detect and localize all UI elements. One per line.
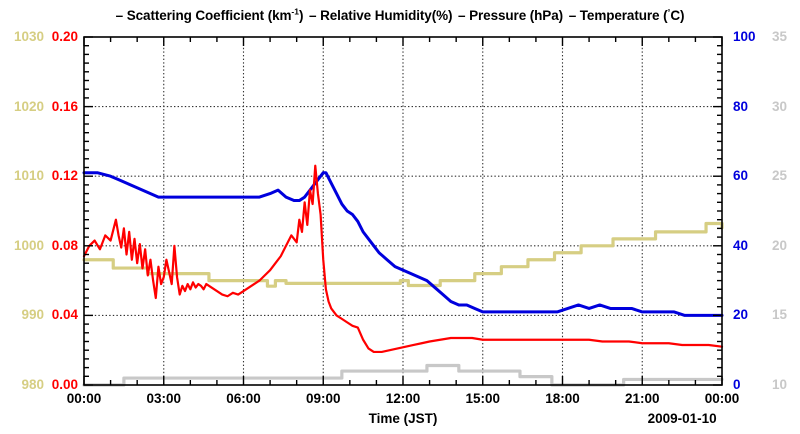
legend-label-temperature-pre: Temperature ( — [579, 7, 668, 23]
x-axis-date-label: 2009-01-10 — [647, 411, 717, 426]
legend-item-temperature: – Temperature (°C) — [569, 8, 685, 23]
chart-legend: – Scattering Coefficient (km-1) – Relati… — [0, 6, 800, 23]
x-axis-tick-0000-0: 00:00 — [66, 391, 102, 406]
axis-tick-pressure-1000: 1000 — [13, 237, 44, 253]
axis-tick-scattering-0.20: 0.20 — [51, 29, 78, 44]
legend-label-scattering-post: ) — [298, 7, 304, 23]
axis-tick-humidity-100: 100 — [733, 29, 756, 44]
legend-label-humidity: Relative Humidity(%) — [320, 7, 453, 23]
legend-item-relative-humidity: – Relative Humidity(%) — [309, 8, 452, 23]
axis-tick-scattering-0.04: 0.04 — [51, 307, 78, 323]
x-axis-tick-0000-8: 00:00 — [704, 391, 740, 406]
x-axis-tick-1500-5: 15:00 — [465, 391, 501, 406]
legend-item-scattering-coefficient: – Scattering Coefficient (km-1) — [115, 6, 304, 23]
axis-tick-scattering-0.12: 0.12 — [51, 168, 78, 184]
axis-tick-temperature-15: 15 — [772, 307, 788, 323]
legend-label-temperature-deg: ° — [667, 9, 671, 16]
axis-tick-temperature-30: 30 — [772, 98, 788, 114]
legend-label-pressure: Pressure (hPa) — [469, 7, 564, 23]
x-axis-tick-2100-7: 21:00 — [624, 391, 660, 406]
axis-tick-humidity-40: 40 — [733, 237, 749, 253]
x-axis-tick-0600-2: 06:00 — [226, 391, 261, 406]
legend-dash-temperature: – — [568, 7, 577, 23]
axis-tick-pressure-1010: 1010 — [13, 168, 44, 184]
axis-tick-pressure-980: 980 — [21, 377, 44, 392]
axis-tick-humidity-0: 0 — [733, 377, 741, 392]
x-axis-tick-0300-1: 03:00 — [146, 391, 182, 406]
legend-label-scattering-pre: Scattering Coefficient (km — [126, 7, 292, 23]
legend-dash-pressure: – — [458, 7, 466, 23]
x-axis-tick-0900-3: 09:00 — [305, 391, 341, 406]
x-axis-tick-1800-6: 18:00 — [545, 391, 580, 406]
axis-tick-temperature-35: 35 — [772, 29, 788, 44]
legend-dash-scattering: – — [115, 7, 124, 23]
axis-tick-scattering-0.08: 0.08 — [51, 237, 78, 253]
axis-tick-scattering-0.16: 0.16 — [51, 98, 78, 114]
axis-tick-humidity-20: 20 — [733, 307, 749, 323]
legend-dash-humidity: – — [309, 7, 317, 23]
legend-item-pressure: – Pressure (hPa) — [458, 8, 563, 23]
x-axis-tick-1200-4: 12:00 — [385, 391, 421, 406]
axis-tick-pressure-1020: 1020 — [13, 98, 44, 114]
axis-tick-pressure-1030: 1030 — [13, 29, 44, 44]
axis-tick-temperature-25: 25 — [772, 168, 788, 184]
axis-tick-temperature-20: 20 — [772, 237, 788, 253]
legend-label-scattering-sup: -1 — [291, 6, 299, 16]
axis-tick-humidity-60: 60 — [733, 168, 749, 184]
axis-tick-scattering-0.00: 0.00 — [51, 377, 78, 392]
x-axis-title: Time (JST) — [368, 411, 438, 426]
axis-tick-humidity-80: 80 — [733, 98, 749, 114]
legend-label-temperature-post: C) — [670, 7, 685, 23]
axis-tick-pressure-990: 990 — [21, 307, 44, 323]
axis-tick-temperature-10: 10 — [772, 377, 788, 392]
